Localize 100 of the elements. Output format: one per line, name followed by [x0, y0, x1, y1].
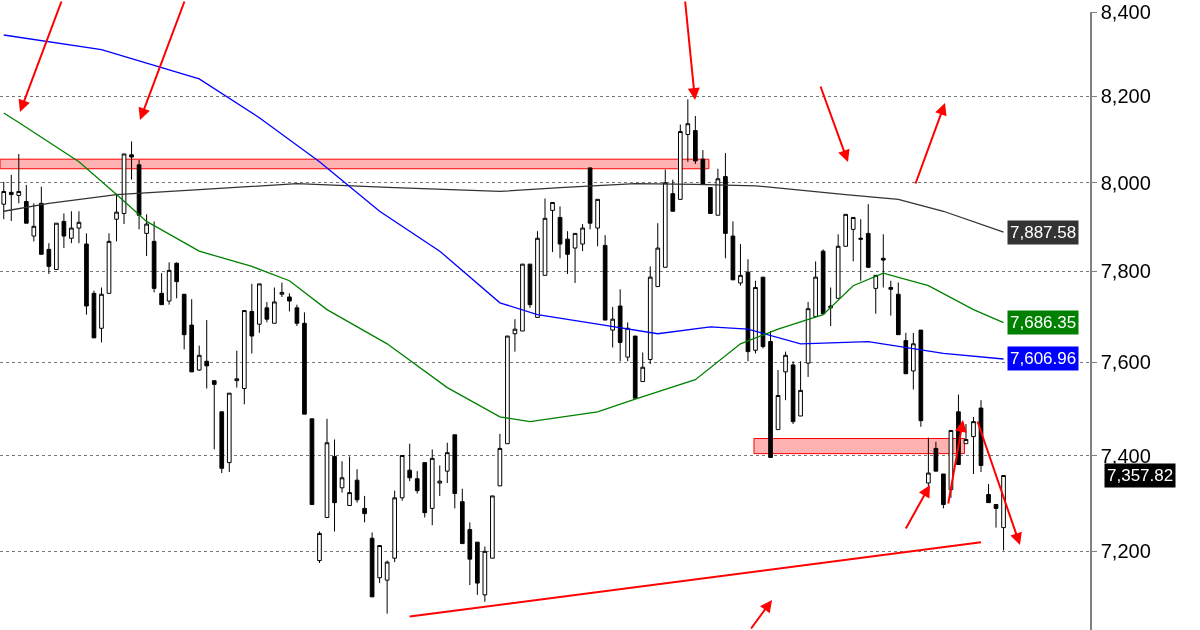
candlestick: [429, 448, 435, 526]
candlestick: [632, 335, 638, 399]
candlestick: [196, 345, 202, 372]
candlestick: [617, 288, 623, 362]
candlestick: [512, 318, 518, 353]
candlestick: [444, 442, 450, 484]
candlestick: [835, 233, 841, 299]
candlestick: [241, 310, 247, 405]
candlestick: [550, 201, 555, 253]
candlestick: [91, 290, 97, 339]
candlestick: [8, 174, 14, 222]
candlestick: [23, 184, 29, 224]
candlestick: [670, 179, 676, 212]
candlestick: [39, 186, 44, 255]
candlestick: [181, 293, 187, 350]
candlestick: [790, 360, 796, 425]
candlestick: [708, 187, 713, 214]
candlestick: [151, 220, 157, 293]
candlestick: [422, 462, 428, 519]
candlestick: [730, 220, 736, 281]
candlestick: [452, 434, 458, 509]
candlestick: [339, 460, 345, 494]
candlestick: [798, 360, 803, 417]
candlestick: [384, 560, 390, 615]
candlestick: [129, 140, 134, 181]
candlestick: [655, 222, 661, 288]
candlestick: [226, 392, 232, 473]
line-series: [3, 112, 1005, 423]
candlestick: [505, 335, 510, 445]
candlestick: [407, 443, 413, 482]
candlestick: [61, 212, 67, 249]
candlestick: [99, 286, 104, 343]
candlestick: [84, 232, 89, 316]
candlestick: [993, 504, 999, 529]
data-label: 7,606.96: [1010, 349, 1077, 368]
candlestick: [279, 282, 285, 298]
candlestick: [475, 541, 480, 596]
candlestick: [700, 149, 706, 185]
candlestick: [324, 418, 330, 519]
candlestick: [497, 433, 503, 487]
candlestick: [685, 98, 691, 163]
candlestick: [580, 223, 585, 252]
candlestick: [459, 488, 465, 545]
candlestick: [264, 301, 270, 323]
line-series: [3, 34, 1005, 360]
candlestick: [399, 455, 405, 502]
candlestick: [144, 213, 149, 257]
y-tick-label: 8,000: [1100, 171, 1151, 194]
candlestick: [490, 495, 495, 559]
candlestick: [535, 230, 540, 318]
candlestick: [234, 350, 240, 389]
candlestick: [257, 283, 262, 334]
candlestick: [677, 124, 683, 200]
candlestick: [805, 301, 811, 378]
candlestick: [106, 232, 112, 294]
candlestick: [332, 438, 337, 532]
candlestick: [204, 319, 210, 390]
candlestick: [174, 261, 179, 299]
data-label: 7,887.58: [1010, 223, 1077, 242]
candlestick: [662, 169, 668, 268]
candlestick: [850, 216, 856, 262]
candlestick: [362, 495, 367, 523]
candlestick: [16, 153, 22, 204]
candlestick: [136, 159, 142, 230]
candlestick: [557, 205, 563, 259]
candlestick: [768, 330, 773, 458]
candlestick: [219, 411, 225, 474]
candlestick: [166, 261, 172, 306]
candlestick: [272, 286, 277, 324]
candlestick: [640, 352, 646, 383]
candlestick: [918, 329, 924, 428]
candlestick: [813, 260, 818, 317]
line-series: [3, 182, 1005, 233]
candlestick: [647, 265, 653, 365]
candlestick: [69, 210, 74, 244]
candlestick: [414, 470, 420, 495]
candlestick: [121, 153, 127, 225]
candlestick: [926, 437, 931, 487]
candlestick: [189, 298, 195, 373]
candlestick: [602, 234, 608, 321]
candlestick: [873, 274, 879, 315]
candlestick: [903, 332, 909, 375]
candlestick: [971, 416, 976, 475]
candlestick: [527, 263, 533, 309]
candlestick: [745, 258, 751, 362]
candlestick: [114, 193, 119, 242]
candlestick: [467, 521, 473, 586]
candlestick: [880, 233, 886, 288]
candlestick: [317, 531, 322, 564]
candlestick: [347, 455, 352, 506]
candlestick: [895, 282, 901, 336]
candlestick: [595, 198, 600, 247]
candlestick: [738, 243, 743, 287]
y-tick-label: 7,600: [1100, 351, 1151, 374]
candlestick: [858, 218, 864, 282]
candlestick: [46, 242, 52, 275]
candlestick: [54, 222, 59, 271]
candlestick: [482, 546, 488, 603]
candlestick: [865, 203, 871, 269]
candlestick: [377, 545, 382, 584]
